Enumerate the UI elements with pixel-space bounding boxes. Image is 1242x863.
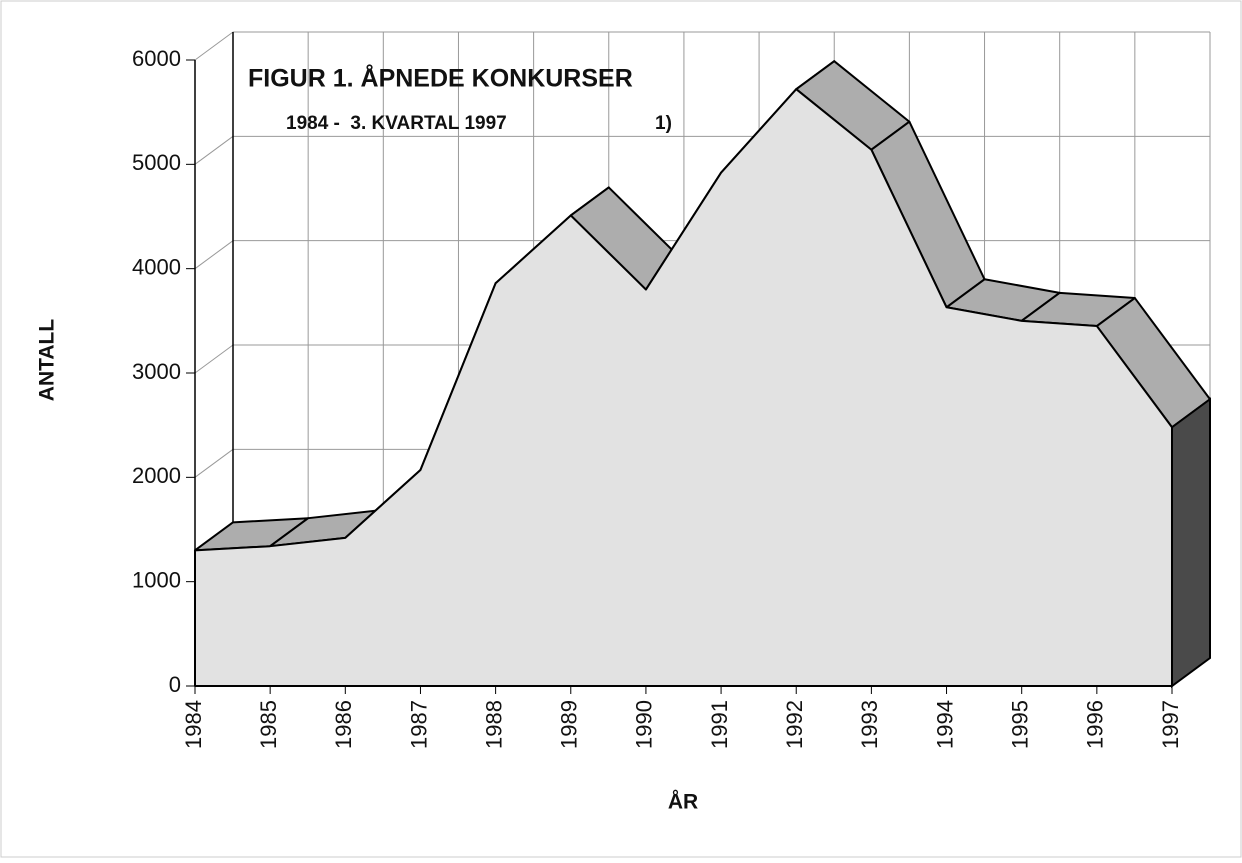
grid-line	[194, 240, 234, 270]
grid-line	[194, 135, 234, 165]
x-tick-label: 1990	[632, 700, 657, 749]
grid-line	[194, 448, 234, 478]
y-tick-label: 1000	[132, 567, 181, 592]
x-tick-label: 1993	[857, 700, 882, 749]
x-tick-label: 1991	[707, 700, 732, 749]
y-tick-label: 0	[169, 672, 181, 697]
chart-title: FIGUR 1. ÅPNEDE KONKURSER	[248, 64, 633, 93]
y-tick-label: 4000	[132, 254, 181, 279]
y-tick-label: 2000	[132, 463, 181, 488]
y-tick-label: 5000	[132, 150, 181, 175]
grid-line	[194, 31, 234, 61]
x-tick-label: 1996	[1083, 700, 1108, 749]
area	[194, 88, 1173, 687]
x-tick-label: 1994	[932, 700, 957, 749]
x-axis-label: ÅR	[668, 790, 698, 814]
annotation: 1)	[655, 113, 672, 134]
y-tick-label: 3000	[132, 359, 181, 384]
grid-line	[194, 344, 234, 374]
x-tick-label: 1995	[1008, 700, 1033, 749]
x-tick-label: 1985	[256, 700, 281, 749]
marks-layer	[194, 60, 1211, 688]
y-axis-label: ANTALL	[36, 319, 59, 402]
side-face	[1171, 397, 1211, 688]
x-tick-label: 1987	[406, 700, 431, 749]
x-tick-label: 1986	[331, 700, 356, 749]
chart-subtitle: 1984 - 3. KVARTAL 1997	[286, 113, 507, 134]
y-tick-label: 6000	[132, 46, 181, 71]
x-tick-label: 1984	[181, 700, 206, 749]
x-tick-label: 1992	[782, 700, 807, 749]
x-tick-label: 1989	[557, 700, 582, 749]
x-tick-label: 1997	[1158, 700, 1183, 749]
x-tick-label: 1988	[481, 700, 506, 749]
